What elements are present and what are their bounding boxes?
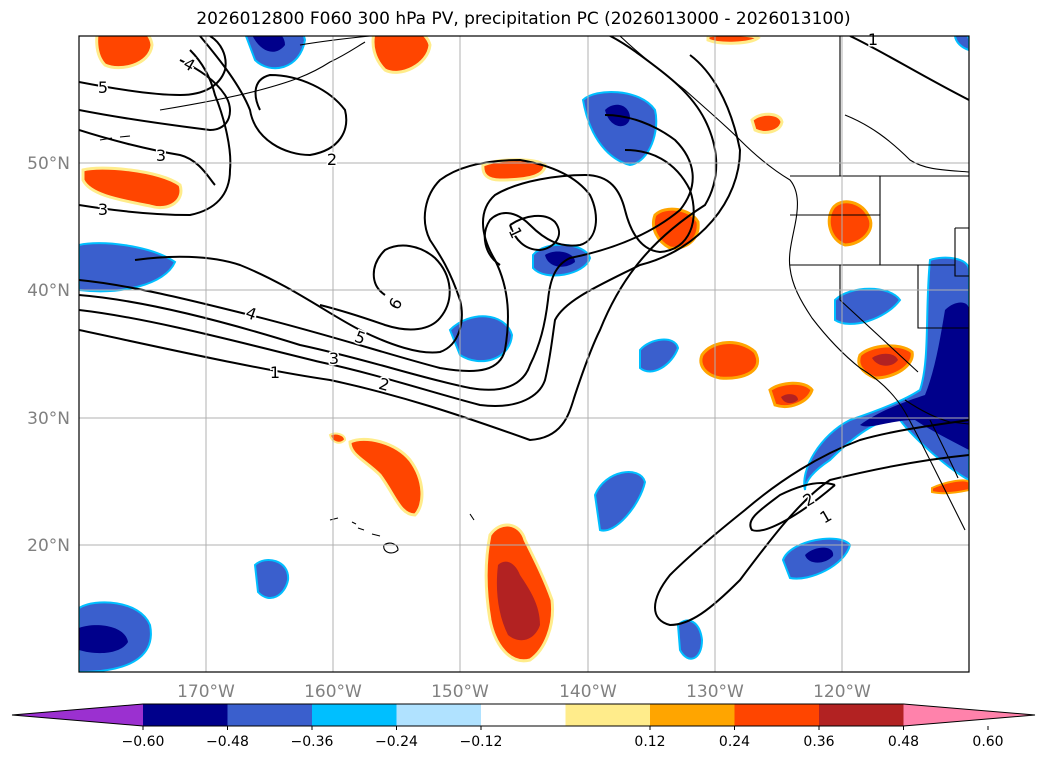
graticule <box>79 36 969 672</box>
colorbar-tick-label: 0.24 <box>719 734 750 750</box>
lat-label: 40°N <box>27 281 70 301</box>
longitude-axis: 170°W 160°W 150°W 140°W 130°W 120°W <box>177 682 871 702</box>
colorbar-extend-low <box>12 704 143 726</box>
colorbar-segment <box>819 704 904 726</box>
colorbar-segment <box>481 704 566 726</box>
colorbar-tick-label: 0.12 <box>634 734 665 750</box>
lon-label: 170°W <box>177 682 235 702</box>
latitude-axis: 50°N 40°N 30°N 20°N <box>27 154 70 556</box>
colorbar-segment <box>734 704 820 726</box>
lon-label: 140°W <box>559 682 617 702</box>
contour-label: 3 <box>98 200 108 219</box>
lon-label: 130°W <box>686 682 744 702</box>
contour-label: 1 <box>868 30 878 49</box>
lon-label: 150°W <box>431 682 489 702</box>
precip-negative-areas <box>79 36 969 672</box>
colorbar-tick-label: 0.48 <box>888 734 919 750</box>
colorbar-tick-label: −0.12 <box>460 734 503 750</box>
lon-label: 120°W <box>813 682 871 702</box>
colorbar-tick-label: −0.24 <box>375 734 418 750</box>
colorbar-segment <box>227 704 313 726</box>
colorbar-segment <box>650 704 735 726</box>
lat-label: 50°N <box>27 154 70 174</box>
colorbar-tick-label: 0.36 <box>803 734 834 750</box>
coastlines <box>99 36 969 554</box>
colorbar-segment <box>143 704 228 726</box>
pv-contours <box>79 36 969 627</box>
precip-positive-areas <box>81 36 969 663</box>
contour-label: 3 <box>329 349 339 368</box>
map-title: 2026012800 F060 300 hPa PV, precipitatio… <box>196 9 851 29</box>
colorbar-tick-label: 0.60 <box>972 734 1003 750</box>
colorbar-tick-label: −0.36 <box>291 734 334 750</box>
colorbar-segment <box>312 704 397 726</box>
contour-label: 1 <box>270 363 280 382</box>
colorbar-tick-label: −0.60 <box>122 734 165 750</box>
contour-label: 2 <box>327 150 337 169</box>
lat-label: 30°N <box>27 409 70 429</box>
contour-label: 5 <box>98 78 108 97</box>
map-frame <box>78 35 970 673</box>
colorbar-segment <box>565 704 651 726</box>
lon-label: 160°W <box>304 682 362 702</box>
contour-label: 3 <box>156 146 166 165</box>
colorbar: −0.60 −0.48 −0.36 −0.24 −0.12 0.12 0.24 0.36 0.4… <box>11 703 1036 750</box>
colorbar-segment <box>396 704 482 726</box>
colorbar-extend-high <box>903 704 1035 726</box>
lat-label: 20°N <box>27 536 70 556</box>
colorbar-tick-label: −0.48 <box>206 734 249 750</box>
